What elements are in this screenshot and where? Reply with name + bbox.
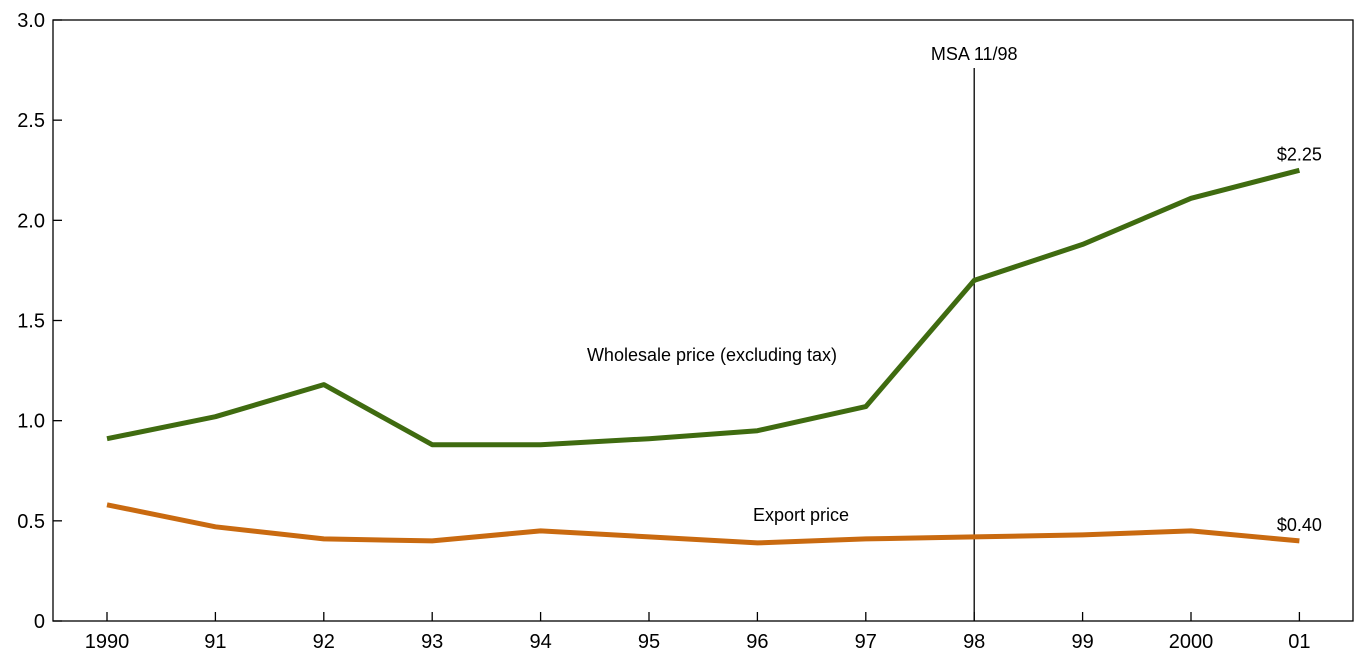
x-tick-label: 95 bbox=[638, 631, 660, 653]
series-name-label: Wholesale price (excluding tax) bbox=[587, 345, 837, 365]
x-tick-label: 1990 bbox=[85, 631, 130, 653]
y-tick-label: 1.5 bbox=[17, 311, 45, 333]
series-end-label: $2.25 bbox=[1277, 144, 1322, 164]
label-layer: Wholesale price (excluding tax) $2.25 Expo… bbox=[587, 144, 1322, 535]
series-end-label: $0.40 bbox=[1277, 515, 1322, 535]
x-tick-label: 91 bbox=[204, 631, 226, 653]
series-line-1 bbox=[106, 502, 1300, 546]
x-tick-label: 94 bbox=[529, 631, 551, 653]
x-tick-label: 97 bbox=[855, 631, 877, 653]
y-tick-label: 2.0 bbox=[17, 210, 45, 232]
y-tick-label: 3.0 bbox=[17, 10, 45, 32]
x-tick-label: 01 bbox=[1288, 631, 1310, 653]
x-tick-label: 93 bbox=[421, 631, 443, 653]
series-line-0 bbox=[106, 167, 1301, 448]
x-tick-label: 99 bbox=[1071, 631, 1093, 653]
y-tick-label: 2.5 bbox=[17, 110, 45, 132]
series-layer bbox=[106, 167, 1301, 546]
axes: 0 0.5 1.0 1.5 2.0 2.5 3.0 1990 91 92 93 94 95 96 97 98 9… bbox=[17, 10, 1354, 653]
y-tick-label: 0.5 bbox=[17, 511, 45, 533]
x-tick-label: 2000 bbox=[1169, 631, 1214, 653]
x-tick-label: 98 bbox=[963, 631, 985, 653]
msa-reference-label: MSA 11/98 bbox=[931, 44, 1018, 64]
y-tick-label: 1.0 bbox=[17, 411, 45, 433]
reference-line-layer: MSA 11/98 bbox=[931, 44, 1018, 621]
series-name-label: Export price bbox=[753, 505, 849, 525]
x-tick-label: 96 bbox=[746, 631, 768, 653]
x-tick-label: 92 bbox=[313, 631, 335, 653]
y-tick-label: 0 bbox=[34, 611, 45, 633]
